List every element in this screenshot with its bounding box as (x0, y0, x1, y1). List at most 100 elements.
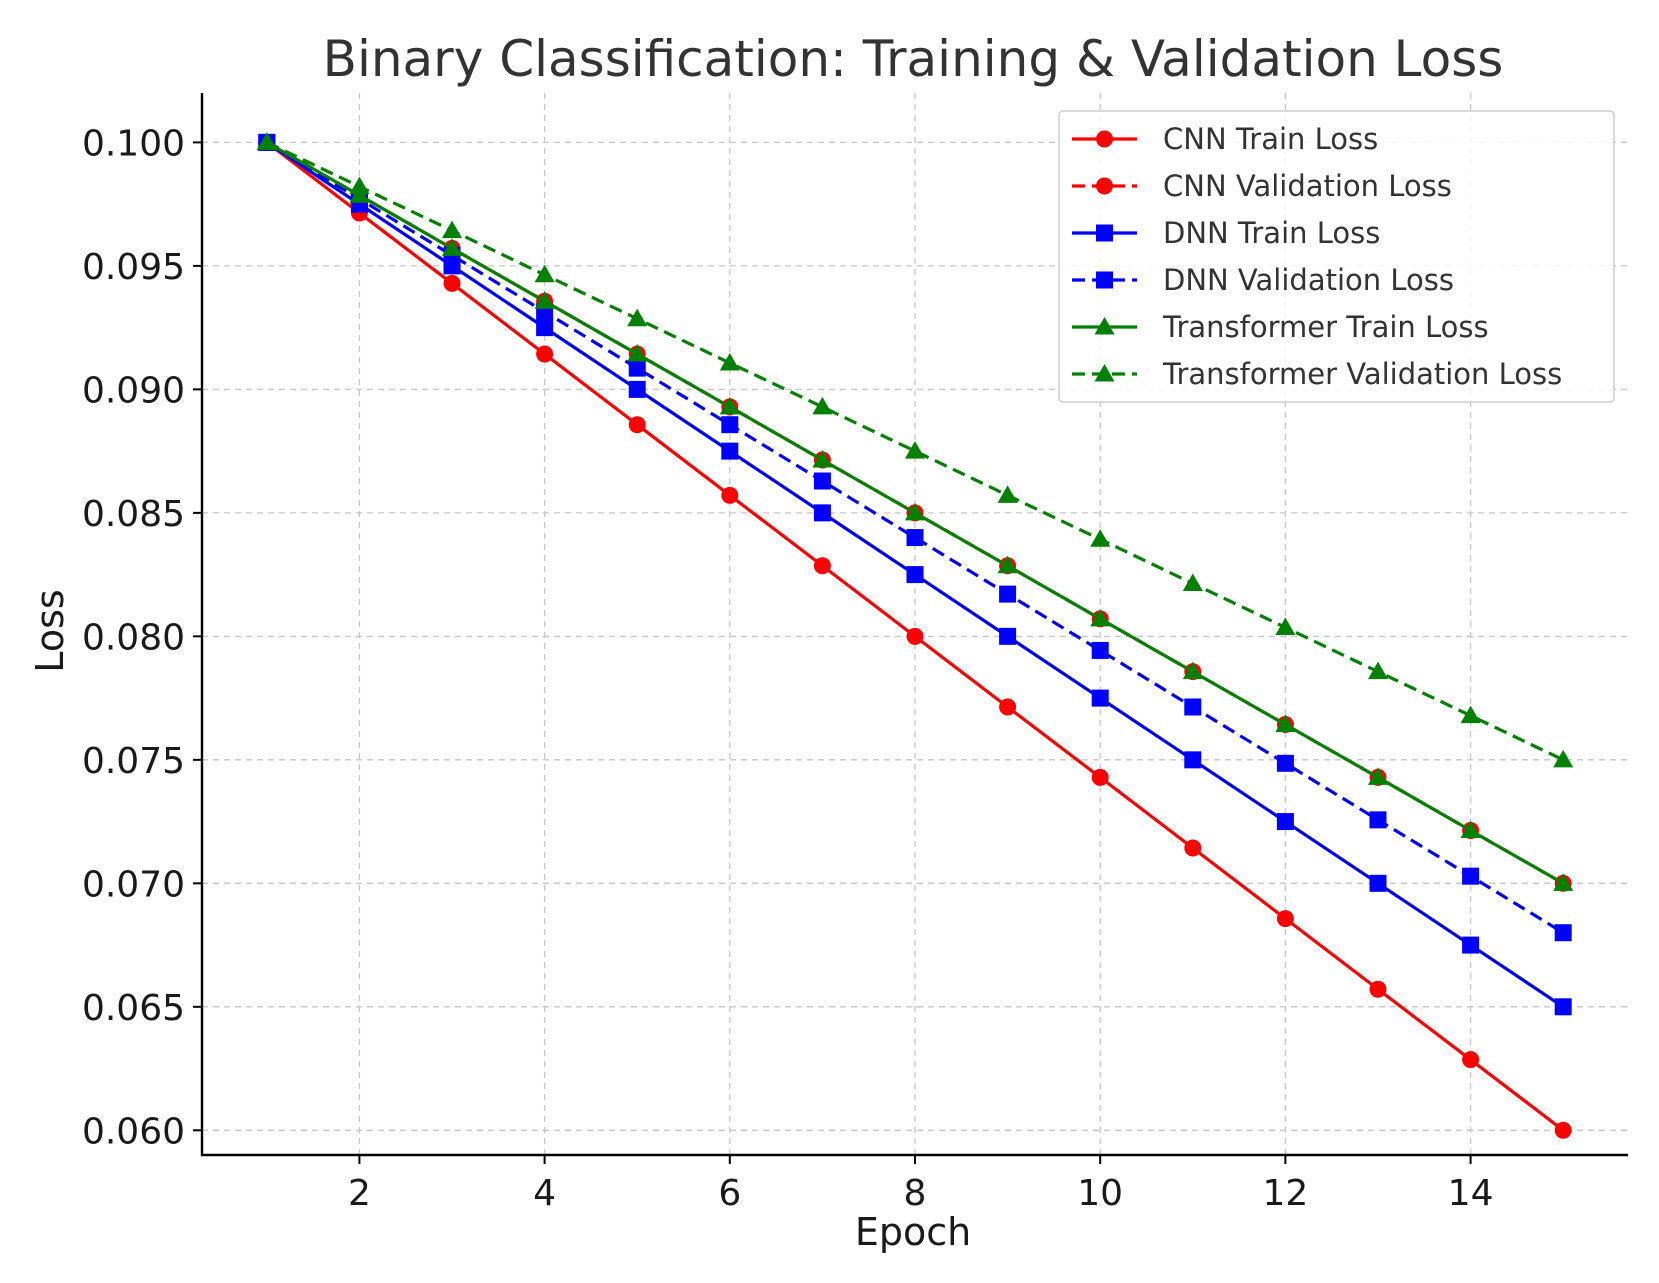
axes (193, 93, 1628, 1164)
legend-label: CNN Validation Loss (1163, 169, 1452, 203)
y-axis-label: Loss (28, 589, 72, 672)
data-point (628, 416, 646, 434)
legend-label: Transformer Train Loss (1162, 310, 1489, 344)
data-point (721, 416, 739, 434)
data-point (813, 557, 831, 575)
chart-title: Binary Classification: Training & Valida… (323, 30, 1504, 88)
legend-entry: Transformer Validation Loss (1072, 357, 1562, 391)
legend-label: DNN Train Loss (1163, 216, 1380, 250)
data-point (1462, 867, 1480, 885)
data-point (905, 502, 925, 521)
legend-marker (1096, 224, 1113, 242)
x-tick-label: 10 (1077, 1173, 1123, 1214)
data-point (536, 319, 554, 337)
data-point (1090, 529, 1111, 547)
data-point (1184, 839, 1202, 857)
data-point (1184, 698, 1202, 716)
data-point (256, 132, 277, 150)
data-point (1554, 998, 1572, 1016)
data-point (1369, 811, 1387, 829)
series-transformer-validation-loss (256, 132, 1574, 768)
legend-label: DNN Validation Loss (1163, 263, 1454, 297)
data-point (1369, 874, 1387, 892)
y-tick-label: 0.100 (82, 123, 185, 164)
data-point (1182, 661, 1203, 680)
data-point (1182, 573, 1203, 591)
data-point (443, 274, 461, 292)
data-point (999, 585, 1017, 603)
y-tick-label: 0.065 (82, 988, 185, 1029)
data-point (1554, 1121, 1572, 1139)
data-point (1276, 910, 1294, 928)
data-point (1091, 689, 1109, 707)
data-point (1184, 751, 1202, 769)
y-tick-label: 0.090 (82, 370, 185, 411)
x-tick-label: 14 (1448, 1173, 1494, 1214)
data-point (627, 308, 648, 327)
data-point (997, 485, 1018, 503)
data-point (534, 264, 555, 283)
x-tick-label: 2 (348, 1173, 371, 1214)
data-point (719, 352, 740, 371)
x-tick-label: 6 (718, 1173, 741, 1214)
data-point (1369, 980, 1387, 998)
y-tick-label: 0.060 (82, 1111, 185, 1152)
y-tick-label: 0.095 (82, 247, 185, 288)
data-point (349, 176, 370, 195)
legend-marker (1096, 271, 1113, 289)
data-point (721, 442, 739, 460)
data-point (628, 359, 646, 377)
data-point (1367, 661, 1388, 680)
data-point (1276, 813, 1294, 831)
data-point (1460, 705, 1481, 724)
data-point (719, 396, 740, 415)
y-tick-label: 0.085 (82, 494, 185, 535)
x-axis-label: Epoch (855, 1210, 971, 1254)
y-tick-label: 0.075 (82, 741, 185, 782)
data-point (813, 472, 831, 490)
legend-entry: CNN Validation Loss (1072, 169, 1452, 203)
data-point (997, 555, 1018, 574)
data-point (812, 396, 833, 415)
data-point (536, 345, 554, 363)
series-layer (256, 132, 1574, 1139)
legend-marker (1096, 130, 1113, 148)
series-transformer-train-loss (256, 132, 1574, 891)
series-cnn-train-loss (258, 133, 1572, 1139)
legend-label: CNN Train Loss (1163, 122, 1378, 156)
x-tick-label: 8 (904, 1173, 927, 1214)
x-tick-label: 4 (533, 1173, 556, 1214)
data-point (813, 504, 831, 522)
data-point (1462, 1051, 1480, 1069)
data-point (1367, 767, 1388, 785)
data-point (905, 441, 925, 459)
y-tick-label: 0.080 (82, 617, 185, 658)
legend-marker (1094, 317, 1115, 335)
data-point (999, 698, 1017, 716)
data-point (1460, 820, 1481, 838)
tick-labels: 2 4 6 8 10 12 14 0.060 0.065 0.070 0.075 0.080 0.085… (82, 123, 1494, 1214)
series-line (265, 141, 1565, 935)
data-point (812, 450, 833, 468)
data-point (1090, 608, 1111, 627)
data-point (906, 566, 924, 584)
legend-label: Transformer Validation Loss (1162, 357, 1562, 391)
legend-marker (1094, 364, 1115, 382)
data-point (721, 486, 739, 504)
data-point (999, 627, 1017, 645)
legend: CNN Train Loss CNN Validation Loss DNN Tra… (1058, 110, 1615, 403)
data-point (442, 238, 463, 256)
data-point (628, 380, 646, 398)
data-point (1091, 768, 1109, 786)
data-point (534, 291, 555, 309)
data-point (1276, 754, 1294, 772)
data-point (1553, 873, 1574, 891)
data-point (1553, 749, 1574, 768)
legend-box (1058, 110, 1615, 403)
data-point (1091, 641, 1109, 659)
data-point (906, 529, 924, 547)
x-tick-label: 12 (1262, 1173, 1308, 1214)
y-tick-label: 0.070 (82, 864, 185, 905)
data-point (627, 344, 648, 362)
